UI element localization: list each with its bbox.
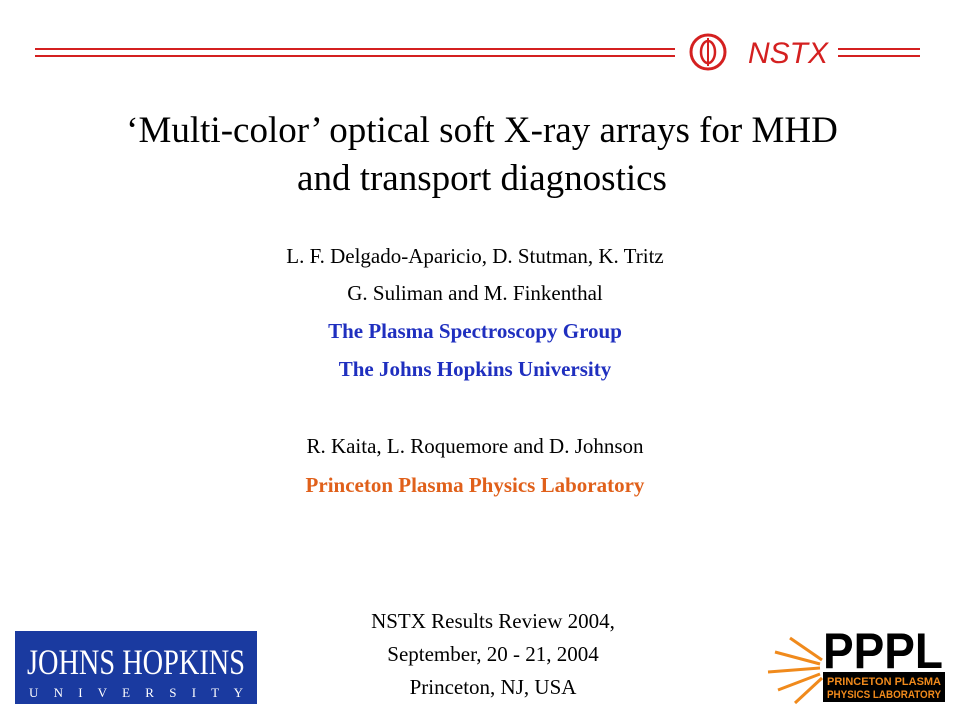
author-line: L. F. Delgado-Aparicio, D. Stutman, K. T…: [286, 244, 663, 268]
author-line: R. Kaita, L. Roquemore and D. Johnson: [306, 434, 644, 458]
logo-ring: [689, 33, 727, 71]
ray: [777, 672, 821, 692]
title: ‘Multi-color’ optical soft X-ray arrays …: [126, 110, 838, 199]
pppl-sub-box: [823, 672, 945, 702]
footer-line: September, 20 - 21, 2004: [387, 642, 599, 666]
logo-text: NSTX: [748, 37, 829, 70]
pppl-logo: PPPL PRINCETON PLASMA PHYSICS LABORATORY: [767, 623, 945, 705]
pppl-sunburst: [767, 636, 824, 705]
title-line: ‘Multi-color’ optical soft X-ray arrays …: [126, 110, 838, 151]
affiliation: The Johns Hopkins University: [339, 357, 612, 381]
header-rule: [35, 48, 920, 57]
jhu-name: JOHNS HOPKINS: [27, 642, 245, 682]
authors: L. F. Delgado-Aparicio, D. Stutman, K. T…: [286, 244, 663, 497]
jhu-logo: JOHNS HOPKINS U N I V E R S I T Y: [15, 631, 257, 704]
footer-line: Princeton, NJ, USA: [410, 675, 578, 699]
nstx-logo: NSTX: [689, 33, 829, 71]
ray: [789, 636, 823, 662]
footer: NSTX Results Review 2004, September, 20 …: [371, 609, 615, 699]
pppl-name: PPPL: [823, 623, 943, 679]
pppl-sub: PRINCETON PLASMA: [827, 676, 941, 688]
pppl-sub: PHYSICS LABORATORY: [827, 689, 942, 701]
author-line: G. Suliman and M. Finkenthal: [347, 281, 603, 305]
affiliation: Princeton Plasma Physics Laboratory: [306, 473, 645, 497]
jhu-box: [15, 631, 257, 704]
ray: [774, 650, 821, 666]
title-line: and transport diagnostics: [297, 158, 667, 199]
footer-line: NSTX Results Review 2004,: [371, 609, 615, 633]
ray: [767, 666, 821, 674]
affiliation: The Plasma Spectroscopy Group: [328, 319, 622, 343]
jhu-sub: U N I V E R S I T Y: [29, 685, 244, 700]
ray: [793, 676, 824, 705]
